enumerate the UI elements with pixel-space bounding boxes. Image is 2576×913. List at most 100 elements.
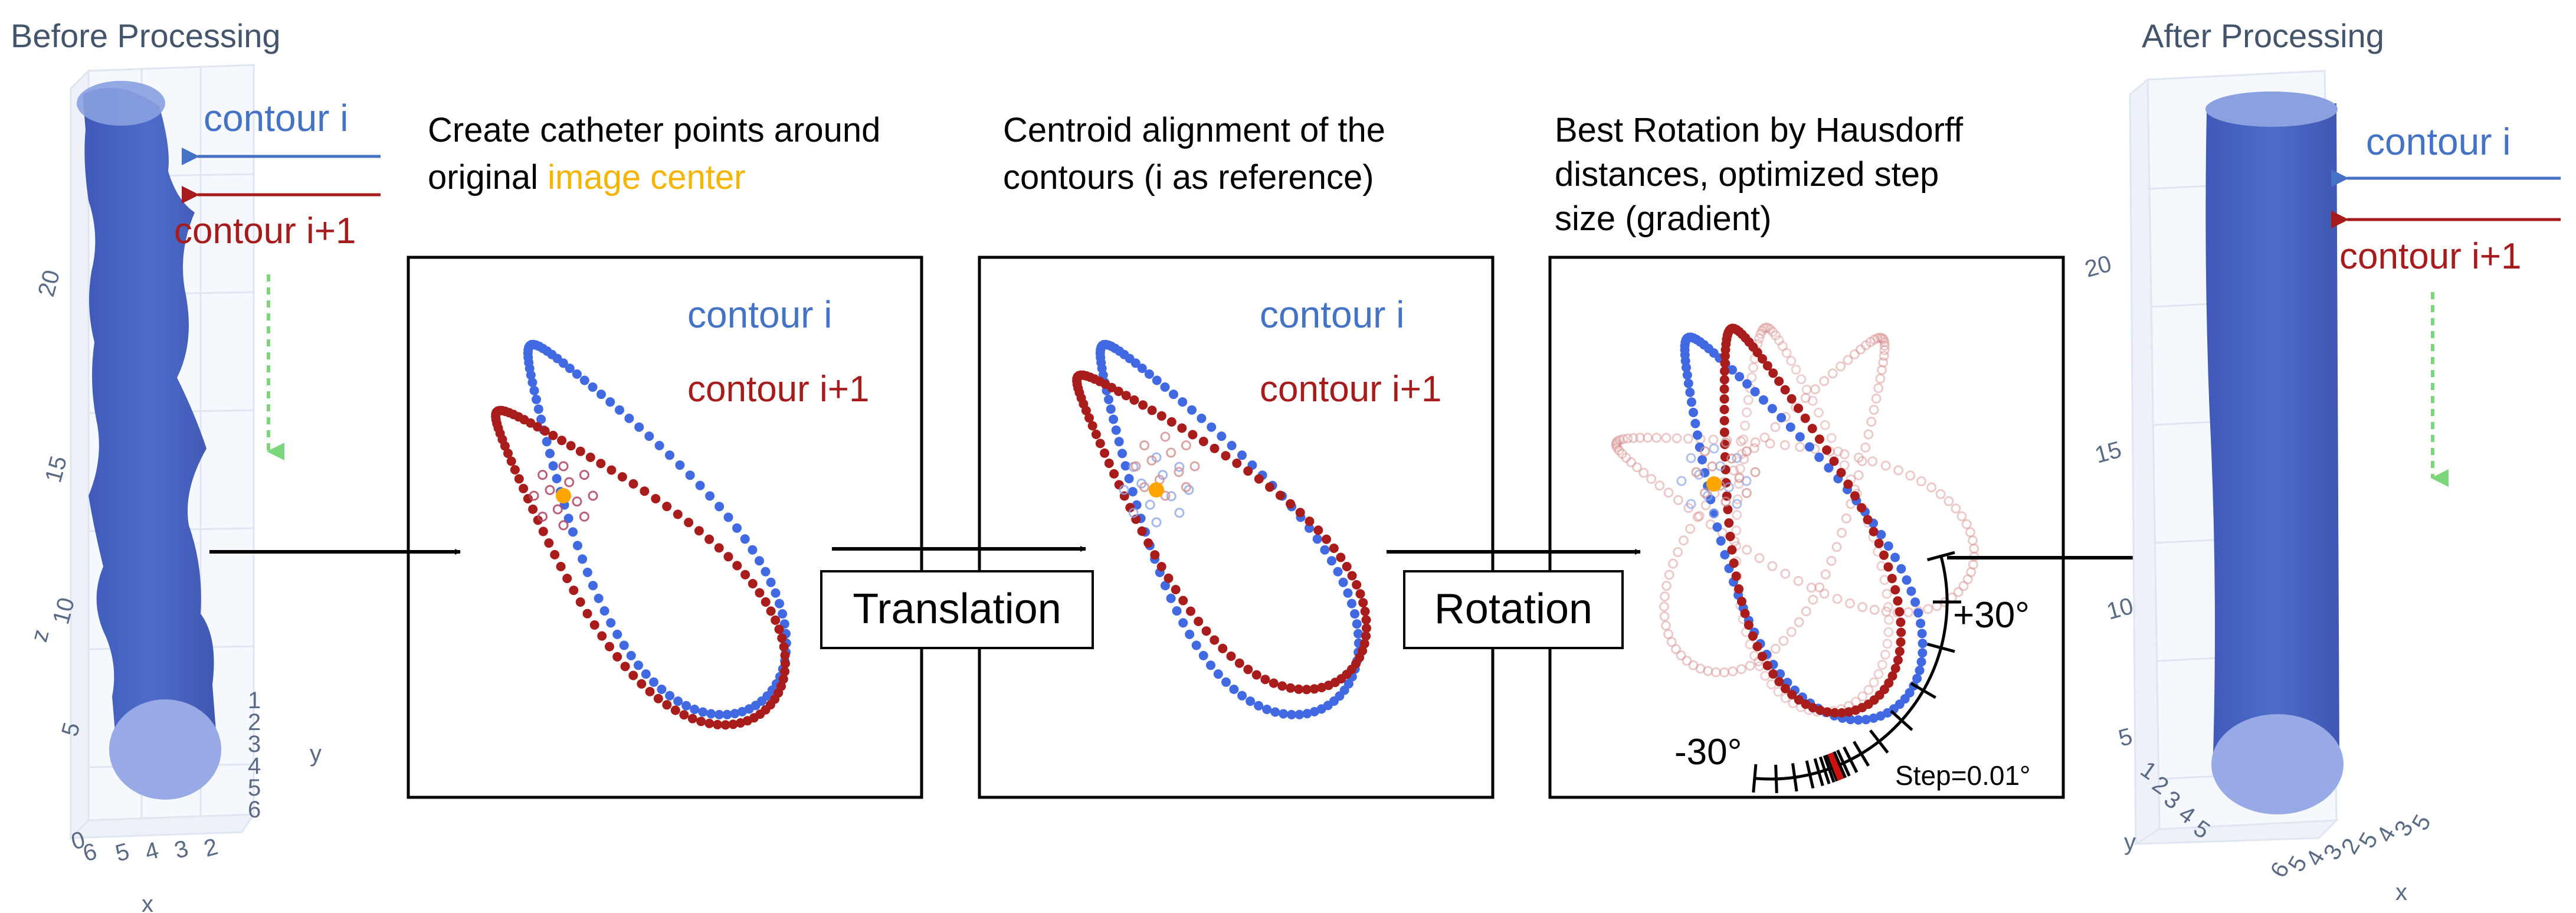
rotate-candidate-point	[1770, 422, 1781, 433]
rotate-contour-i-point	[1902, 575, 1912, 585]
align-catheter-point-i	[1145, 499, 1155, 510]
rotate-candidate-point	[1832, 594, 1843, 604]
step-create: Create catheter points around original i…	[407, 111, 923, 799]
rotate-candidate-point	[1672, 433, 1682, 443]
align-contour-i-point	[1227, 441, 1237, 450]
rotate-candidate-point	[1880, 460, 1891, 471]
align-contour-i-point	[1338, 577, 1348, 587]
rotate-contour-i-point	[1685, 387, 1695, 397]
create-contour-i1-point	[755, 588, 765, 598]
rotate-contour-i1-point	[1780, 385, 1790, 395]
create-contour-i-point	[673, 696, 683, 706]
before-x-axis-label: x	[142, 891, 153, 913]
rotate-plus-label: +30°	[1953, 595, 2030, 636]
rotate-contour-i1-point	[1787, 689, 1797, 699]
create-contour-i1-point	[736, 718, 745, 728]
rotation-dial-tick	[1827, 753, 1841, 781]
align-contour-i1-point	[1104, 459, 1114, 468]
after-z-tick-15: 15	[2092, 437, 2124, 469]
rotate-catheter-point-i1	[1691, 467, 1702, 477]
create-contour-i-point	[612, 629, 622, 639]
create-contour-i1-point	[514, 474, 524, 484]
create-contour-i1-point	[640, 486, 650, 496]
align-catheter-point-i	[1166, 491, 1176, 502]
align-contour-i-point	[1327, 556, 1336, 566]
create-contour-i1-point	[519, 483, 529, 493]
create-contour-i1-point	[556, 562, 566, 571]
rotate-candidate-point	[1673, 547, 1683, 557]
create-contour-i-point	[766, 577, 776, 587]
rotate-candidate-point	[1682, 656, 1692, 666]
rotate-contour-i1-point	[1748, 631, 1758, 641]
create-contour-i-point	[634, 422, 644, 432]
rotate-candidate-point	[1765, 438, 1775, 449]
rotate-plot	[1611, 322, 1979, 725]
align-contour-i-point	[1169, 390, 1178, 400]
align-contour-i1-point	[1109, 469, 1119, 479]
rotate-candidate-point	[1745, 660, 1755, 671]
rotate-candidate-point	[1869, 404, 1879, 415]
rotate-contour-i-point	[1876, 711, 1886, 721]
rotate-candidate-point	[1857, 691, 1868, 702]
rotate-candidate-point	[1617, 449, 1627, 459]
create-catheter-point	[579, 470, 589, 480]
create-contour-i1-point	[723, 552, 733, 562]
create-contour-i-point	[619, 640, 629, 650]
align-catheter-point-i1	[1146, 455, 1157, 466]
rotate-contour-i-point	[1910, 597, 1920, 607]
rotate-contour-i1-point	[1720, 358, 1730, 368]
rotate-contour-i1-point	[1843, 479, 1853, 489]
align-catheter-point-i1	[1189, 461, 1200, 472]
rotate-candidate-point	[1879, 351, 1889, 361]
align-contour-i-point	[1111, 425, 1121, 435]
rotate-catheter-point-i1	[1720, 496, 1731, 507]
align-catheter-point-i	[1174, 462, 1185, 472]
rotate-contour-i1-point	[1869, 526, 1879, 536]
rotate-candidate-point	[1867, 456, 1878, 467]
rotate-candidate-point	[1771, 330, 1781, 341]
create-contour-i1-point	[740, 570, 750, 580]
create-contour-i1-point	[704, 534, 715, 544]
rotate-candidate-point	[1807, 395, 1818, 406]
rotate-minus-label: -30°	[1674, 732, 1742, 773]
create-contour-i1-point	[540, 426, 550, 436]
rotate-candidate-point	[1883, 614, 1894, 625]
create-frame	[407, 256, 923, 799]
align-contour-i-point	[1353, 629, 1363, 639]
create-contour-i1-point	[687, 714, 697, 724]
align-contour-i1-point	[1178, 595, 1188, 606]
align-contour-i-point	[1198, 650, 1208, 660]
rotate-contour-i-point	[1890, 552, 1900, 562]
rotate-contour-i-point	[1814, 452, 1824, 462]
align-contour-i-point	[1312, 534, 1322, 544]
rotate-candidate-point	[1780, 568, 1791, 579]
align-contour-i1-point	[1286, 499, 1296, 509]
rotate-candidate-point	[1826, 433, 1837, 443]
rotate-candidate-point	[1777, 341, 1788, 351]
align-catheter-point-i1	[1160, 431, 1171, 442]
create-caption-highlight: image center	[548, 158, 745, 197]
rotate-contour-i-point	[1912, 673, 1922, 683]
rotate-candidate-point	[1831, 542, 1842, 552]
rotate-candidate-point	[1881, 606, 1892, 617]
align-contour-i1-point	[1362, 623, 1371, 633]
rotate-candidate-point	[1708, 434, 1719, 445]
align-contour-i1-point	[1143, 538, 1153, 548]
rotation-dial-tick	[1890, 709, 1913, 731]
create-contour-i-point	[563, 513, 573, 523]
create-contour-i-point	[588, 382, 598, 392]
rotate-catheter-point-i	[1732, 499, 1742, 509]
create-contour-i1-point	[597, 631, 607, 641]
rotate-candidate-point	[1703, 666, 1713, 676]
align-catheter-point-i1	[1139, 440, 1150, 451]
rotate-contour-i-point	[1682, 370, 1692, 380]
rotate-catheter-point-i	[1686, 499, 1696, 509]
align-contour-i1-point	[1156, 411, 1166, 421]
align-contour-i1-point	[1359, 639, 1369, 649]
after-label-contour-i1: contour i+1	[2339, 236, 2522, 277]
align-contour-i-point	[1207, 422, 1217, 432]
rotate-candidate-point	[1883, 602, 1893, 613]
create-contour-i1-point	[566, 441, 576, 451]
align-contour-i-point	[1213, 669, 1223, 679]
create-contour-i1-point	[728, 719, 738, 729]
